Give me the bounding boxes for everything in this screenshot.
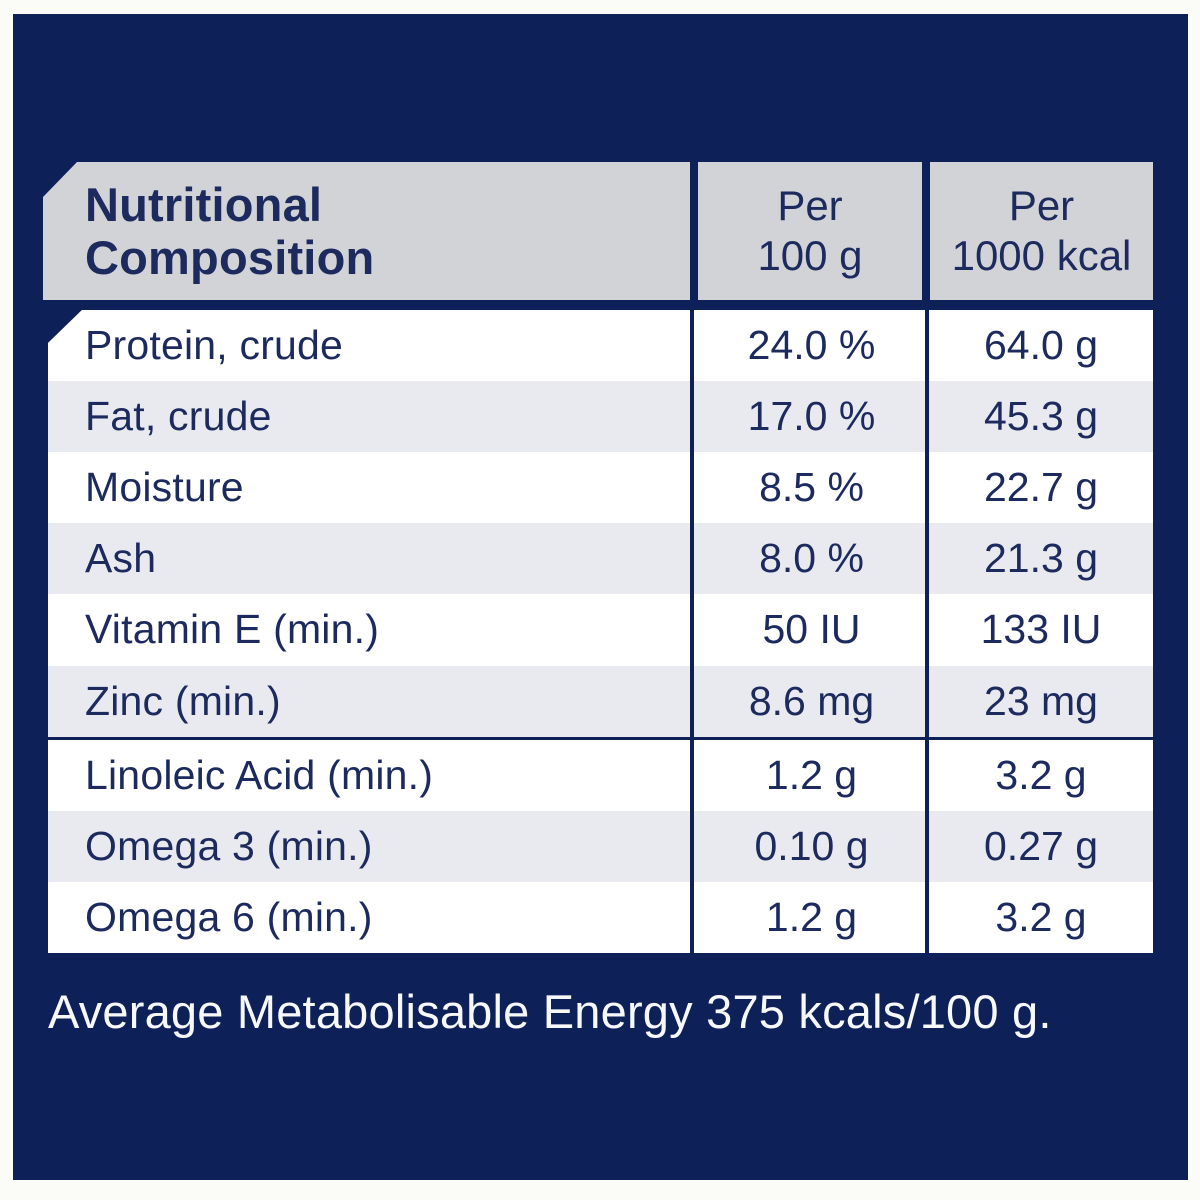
value-per-100g: 0.10 g — [754, 822, 869, 869]
value-per-100g: 24.0 % — [747, 322, 876, 369]
value-per-100g: 8.0 % — [759, 535, 864, 582]
table-title-line2: Composition — [85, 231, 375, 284]
table-row: Ash 8.0 % 21.3 g — [48, 523, 1153, 595]
row-label: Omega 3 (min.) — [85, 822, 373, 869]
table-title-line1: Nutritional — [85, 177, 323, 231]
value-per-1000kcal: 133 IU — [980, 606, 1102, 653]
table-row: Omega 6 (min.) 1.2 g 3.2 g — [48, 881, 1153, 953]
value-per-100g: 1.2 g — [765, 893, 858, 940]
table-body: Protein, crude 24.0 % 64.0 g Fat, crude … — [48, 310, 1153, 953]
row-label: Ash — [85, 535, 157, 582]
value-per-1000kcal: 3.2 g — [995, 893, 1087, 940]
col3-header-line1: Per — [1008, 181, 1075, 229]
metabolisable-energy-note: Average Metabolisable Energy 375 kcals/1… — [48, 985, 1052, 1038]
header-cell-per-1000kcal: Per 1000 kcal — [930, 162, 1153, 300]
row-label: Linoleic Acid (min.) — [85, 751, 434, 798]
value-per-1000kcal: 45.3 g — [984, 393, 1098, 440]
nutrition-panel: Nutritional Composition Per 100 g Per 10… — [13, 14, 1188, 1180]
row-label: Fat, crude — [85, 393, 272, 440]
column-separator — [925, 310, 929, 953]
table-header: Nutritional Composition Per 100 g Per 10… — [43, 162, 1153, 300]
table-row: Moisture 8.5 % 22.7 g — [48, 452, 1153, 524]
header-divider — [690, 162, 698, 300]
col3-header-line2: 1000 kcal — [951, 232, 1132, 279]
value-per-100g: 8.5 % — [759, 464, 864, 511]
table-row: Fat, crude 17.0 % 45.3 g — [48, 381, 1153, 453]
value-per-1000kcal: 21.3 g — [984, 535, 1098, 582]
row-label: Moisture — [85, 464, 244, 511]
row-label: Vitamin E (min.) — [85, 606, 380, 653]
value-per-1000kcal: 3.2 g — [995, 751, 1087, 798]
header-cell-title: Nutritional Composition — [43, 162, 690, 300]
value-per-1000kcal: 23 mg — [984, 677, 1098, 724]
value-per-100g: 50 IU — [762, 606, 861, 653]
value-per-100g: 1.2 g — [765, 751, 858, 798]
value-per-1000kcal: 64.0 g — [984, 322, 1098, 369]
value-per-1000kcal: 0.27 g — [984, 822, 1098, 869]
table-row: Omega 3 (min.) 0.10 g 0.27 g — [48, 810, 1153, 882]
table-row: Protein, crude 24.0 % 64.0 g — [48, 310, 1153, 382]
row-label: Protein, crude — [85, 322, 344, 369]
header-divider — [922, 162, 930, 300]
value-per-1000kcal: 22.7 g — [984, 464, 1098, 511]
col2-header-line2: 100 g — [757, 232, 863, 279]
row-label: Zinc (min.) — [85, 677, 281, 724]
row-label: Omega 6 (min.) — [85, 893, 373, 940]
header-cell-per-100g: Per 100 g — [698, 162, 922, 300]
column-separator — [690, 310, 694, 953]
table-row: Linoleic Acid (min.) 1.2 g 3.2 g — [48, 736, 1153, 811]
table-row: Zinc (min.) 8.6 mg 23 mg — [48, 665, 1153, 737]
value-per-100g: 17.0 % — [747, 393, 876, 440]
table-row: Vitamin E (min.) 50 IU 133 IU — [48, 594, 1153, 666]
col2-header-line1: Per — [777, 181, 843, 229]
value-per-100g: 8.6 mg — [748, 677, 875, 724]
